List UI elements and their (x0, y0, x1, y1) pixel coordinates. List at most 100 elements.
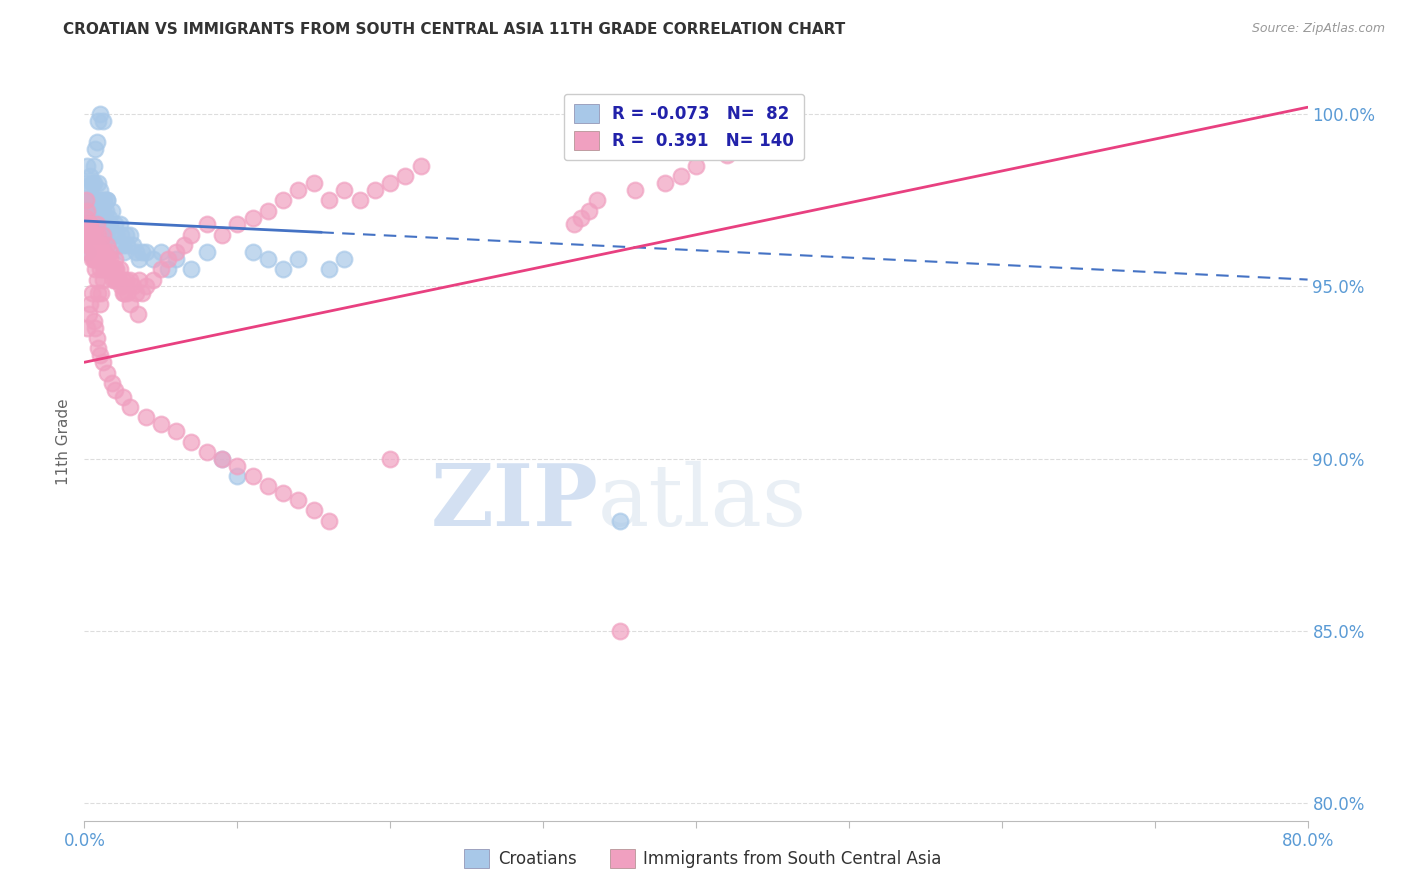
Point (91, 227, 114, 242)
Point (91, 114, 114, 128)
Point (128, 252, 150, 266)
Point (111, 390, 134, 404)
Point (173, 238, 195, 252)
Point (89, 296, 111, 310)
Point (77, 307, 100, 321)
Point (80, 238, 103, 252)
Point (394, 169, 416, 183)
Point (115, 286, 138, 301)
Point (83, 218, 105, 232)
Point (287, 183, 309, 197)
Point (111, 286, 134, 301)
Point (91, 272, 114, 286)
Point (128, 272, 150, 286)
Point (76, 218, 98, 232)
Point (86, 331, 108, 345)
Point (77, 211, 100, 225)
Point (87, 252, 110, 266)
Point (96, 218, 118, 232)
Point (107, 238, 129, 252)
Point (333, 252, 356, 266)
Point (79, 296, 101, 310)
Point (97, 211, 120, 225)
Point (685, 159, 707, 173)
Point (302, 503, 325, 517)
Point (83, 252, 105, 266)
Point (79, 169, 101, 183)
Point (96, 194, 118, 208)
Point (90, 218, 112, 232)
Point (211, 451, 233, 466)
Point (79, 238, 101, 252)
Point (77, 218, 100, 232)
Point (115, 238, 138, 252)
Point (75, 176, 97, 190)
Point (89, 183, 111, 197)
Point (77, 227, 100, 242)
Y-axis label: 11th Grade: 11th Grade (56, 398, 72, 485)
Point (364, 183, 387, 197)
Point (77, 227, 100, 242)
Point (86, 272, 108, 286)
Text: Source: ZipAtlas.com: Source: ZipAtlas.com (1251, 22, 1385, 36)
Point (142, 252, 165, 266)
Text: ZIP: ZIP (430, 460, 598, 544)
Point (89, 244, 111, 259)
Point (180, 262, 202, 277)
Point (86, 218, 108, 232)
Point (349, 194, 371, 208)
Point (112, 244, 135, 259)
Point (122, 279, 145, 293)
Point (87, 203, 110, 218)
Point (76, 238, 98, 252)
Point (135, 244, 157, 259)
Point (165, 424, 187, 438)
Point (96, 238, 118, 252)
Point (271, 486, 294, 500)
Point (90, 252, 112, 266)
Point (131, 286, 153, 301)
Point (114, 227, 136, 242)
Point (562, 218, 585, 232)
Legend: R = -0.073   N=  82, R =  0.391   N= 140: R = -0.073 N= 82, R = 0.391 N= 140 (564, 94, 804, 161)
Text: atlas: atlas (598, 460, 807, 544)
Point (87, 176, 110, 190)
Point (226, 469, 249, 483)
Point (97, 262, 120, 277)
Point (271, 194, 294, 208)
Point (669, 169, 692, 183)
Point (120, 227, 142, 242)
Point (101, 376, 124, 390)
Point (242, 244, 264, 259)
Point (79, 227, 101, 242)
Point (609, 624, 631, 639)
Point (83, 159, 105, 173)
Point (89, 107, 111, 121)
Point (585, 194, 607, 208)
Point (180, 227, 202, 242)
Point (108, 262, 131, 277)
Point (211, 451, 233, 466)
Point (114, 272, 136, 286)
Point (257, 479, 280, 493)
Point (91, 355, 114, 369)
Point (112, 286, 135, 301)
Point (76, 320, 98, 334)
Legend: Croatians, Immigrants from South Central Asia: Croatians, Immigrants from South Central… (458, 842, 948, 875)
Point (98, 244, 121, 259)
Point (79, 218, 101, 232)
Point (87, 227, 110, 242)
Point (409, 159, 432, 173)
Point (80, 227, 103, 242)
Point (93, 262, 115, 277)
Point (75, 211, 97, 225)
Point (93, 218, 115, 232)
Point (195, 445, 218, 459)
Point (105, 262, 128, 277)
Point (87, 114, 110, 128)
Point (79, 203, 101, 218)
Point (110, 227, 132, 242)
Point (83, 176, 105, 190)
Point (94, 227, 117, 242)
Point (257, 252, 280, 266)
